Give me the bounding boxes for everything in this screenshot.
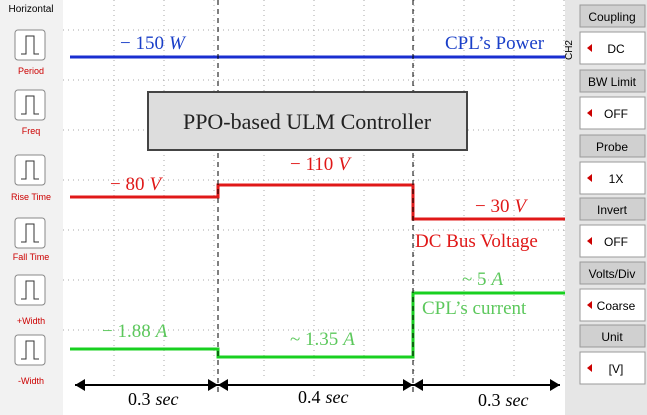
menu-value: 1X (609, 172, 624, 186)
duration-unit: sec (506, 390, 529, 410)
button-label: +Width (17, 316, 45, 326)
menu-value: Coarse (597, 299, 636, 313)
menu-label: Unit (601, 330, 623, 344)
menu-label: Coupling (588, 10, 635, 24)
panel-title: Horizontal (8, 4, 53, 15)
button-label: -Width (18, 376, 44, 386)
annotation-text: − 110 (290, 154, 333, 175)
duration-value: 0.3 (128, 389, 151, 409)
button-label: Period (18, 66, 44, 76)
annotation-unit: W (169, 33, 187, 54)
annotation-text: DC Bus Voltage (415, 231, 538, 252)
menu-value: DC (607, 42, 625, 56)
duration-unit: sec (326, 387, 349, 407)
menu-label: Probe (596, 140, 628, 154)
channel: CH2 (564, 40, 575, 60)
annotation-unit: A (490, 269, 504, 290)
annotation-text: ~ 1.35 (290, 329, 338, 350)
menu-value: OFF (604, 235, 628, 249)
annotation: DC Bus Voltage (415, 231, 538, 252)
annotation-text: ~ 5 (462, 269, 487, 290)
menu-label: Volts/Div (589, 267, 636, 281)
oscilloscope: PPO-based ULM Controller Horizontal Perio… (0, 0, 647, 415)
annotation-unit: V (338, 154, 352, 175)
annotation-text: − 1.88 (102, 321, 151, 342)
button[interactable] (15, 90, 45, 120)
button-label: Fall Time (13, 252, 50, 262)
annotation-text: − 80 (110, 174, 144, 195)
button-label: Rise Time (11, 192, 51, 202)
button[interactable] (15, 335, 45, 365)
annotation-unit: V (514, 196, 528, 217)
title: PPO-based ULM Controller (183, 109, 432, 134)
annotation-unit: V (149, 174, 163, 195)
menu-label: BW Limit (588, 75, 637, 89)
page: PPO-based ULM Controller Horizontal Perio… (0, 0, 647, 415)
button-label: Freq (22, 126, 41, 136)
annotation-text: − 30 (475, 196, 509, 217)
annotation-unit: A (154, 321, 168, 342)
menu-label: Invert (597, 203, 628, 217)
button[interactable] (15, 275, 45, 305)
button[interactable] (15, 155, 45, 185)
annotation: CPL’s Power (445, 33, 545, 54)
duration-value: 0.3 (478, 390, 501, 410)
annotation-unit: A (341, 329, 355, 350)
annotation-text: CPL’s current (422, 298, 527, 319)
annotation-text: CPL’s Power (445, 33, 545, 54)
menu-value: OFF (604, 107, 628, 121)
duration-value: 0.4 (298, 387, 321, 407)
duration-unit: sec (156, 389, 179, 409)
button[interactable] (15, 218, 45, 248)
button[interactable] (15, 30, 45, 60)
annotation-text: − 150 (120, 33, 164, 54)
menu-value: [V] (609, 362, 624, 376)
annotation: CPL’s current (422, 298, 527, 319)
